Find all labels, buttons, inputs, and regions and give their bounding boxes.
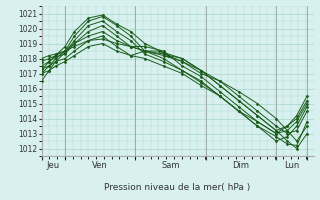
Text: Jeu: Jeu	[47, 160, 60, 170]
Text: Ven: Ven	[92, 160, 108, 170]
Text: Dim: Dim	[232, 160, 249, 170]
Text: Sam: Sam	[161, 160, 180, 170]
Text: Lun: Lun	[284, 160, 300, 170]
Text: Pression niveau de la mer( hPa ): Pression niveau de la mer( hPa )	[104, 183, 251, 192]
